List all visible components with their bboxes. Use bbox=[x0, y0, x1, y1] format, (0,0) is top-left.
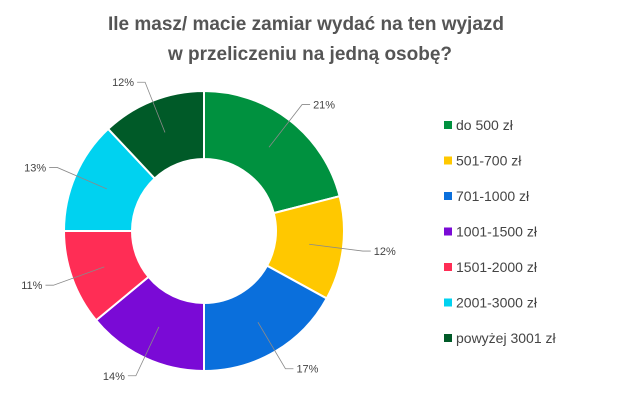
slices-group bbox=[62, 89, 345, 373]
legend-swatch-1 bbox=[444, 156, 452, 165]
legend-swatch-0 bbox=[444, 121, 452, 129]
slice-0 bbox=[203, 89, 341, 215]
legend-swatch-6 bbox=[444, 334, 452, 342]
leader-line-0 bbox=[268, 104, 311, 148]
leader-line-5 bbox=[49, 167, 107, 190]
data-label-4: 11% bbox=[21, 280, 42, 292]
chart-title-line-2: w przeliczeniu na jedną osobę? bbox=[167, 44, 452, 65]
legend-label-6: powyżej 3001 zł bbox=[456, 330, 557, 346]
legend-swatch-5 bbox=[444, 298, 452, 307]
leader-line-1 bbox=[309, 243, 371, 252]
data-label-0: 21% bbox=[313, 100, 335, 112]
leader-line-3 bbox=[127, 326, 160, 377]
legend-swatch-3 bbox=[444, 227, 452, 236]
data-label-6: 12% bbox=[112, 77, 134, 89]
chart-title-line-1: Ile masz/ macie zamiar wydać na ten wyja… bbox=[108, 14, 504, 35]
data-labels-group: 21% 12% 17% 14% 11% 13% 12% bbox=[21, 77, 396, 383]
slice-2 bbox=[203, 264, 329, 373]
legend-label-5: 2001-3000 zł bbox=[456, 295, 538, 311]
slice-6 bbox=[106, 89, 205, 180]
data-label-1: 12% bbox=[374, 246, 396, 258]
leader-line-4 bbox=[45, 266, 105, 286]
legend: do 500 zł 501-700 zł 701-1000 zł 1001-1500 … bbox=[444, 117, 557, 346]
legend-label-2: 701-1000 zł bbox=[456, 188, 530, 204]
legend-label-1: 501-700 zł bbox=[456, 153, 522, 169]
legend-swatch-2 bbox=[444, 192, 452, 200]
legend-label-0: do 500 zł bbox=[456, 117, 514, 133]
data-label-2: 17% bbox=[296, 364, 318, 376]
leader-lines-group bbox=[45, 81, 371, 377]
leader-line-2 bbox=[257, 322, 294, 370]
data-label-3: 14% bbox=[103, 371, 125, 383]
data-label-5: 13% bbox=[24, 162, 46, 174]
legend-swatch-4 bbox=[444, 263, 452, 271]
leader-line-6 bbox=[137, 81, 166, 133]
legend-label-3: 1001-1500 zł bbox=[456, 224, 538, 240]
legend-label-4: 1501-2000 zł bbox=[456, 259, 538, 275]
